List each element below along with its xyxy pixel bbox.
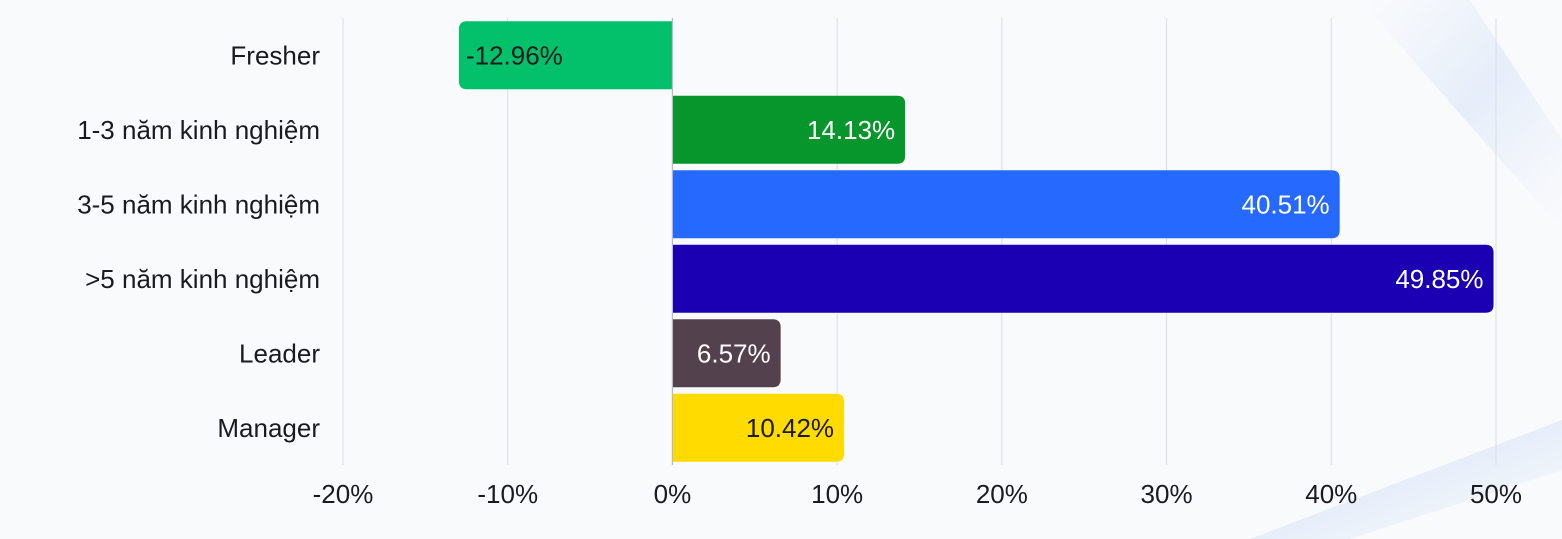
data-label: 6.57% [697, 338, 771, 368]
bar [672, 95, 906, 164]
x-tick-label: -10% [477, 479, 538, 509]
category-label: >5 năm kinh nghiệm [85, 264, 320, 294]
x-tick-label: 0% [654, 479, 692, 509]
x-tick-label: 40% [1305, 479, 1357, 509]
data-label: 14.13% [807, 115, 895, 145]
bar [458, 21, 673, 90]
category-label: Manager [217, 413, 320, 443]
bar [672, 319, 781, 388]
category-label: 1-3 năm kinh nghiệm [77, 115, 320, 145]
x-tick-label: 10% [811, 479, 863, 509]
bar [672, 393, 845, 462]
x-tick-label: 30% [1141, 479, 1193, 509]
data-label: 49.85% [1395, 264, 1483, 294]
bar [672, 244, 1494, 313]
x-tick-label: 20% [976, 479, 1028, 509]
data-label: -12.96% [466, 40, 563, 70]
category-label: Leader [239, 338, 320, 368]
category-label: 3-5 năm kinh nghiệm [77, 189, 320, 219]
data-label: 10.42% [746, 413, 834, 443]
bar [672, 170, 1340, 239]
x-tick-label: 50% [1470, 479, 1522, 509]
data-label: 40.51% [1241, 189, 1329, 219]
category-label: Fresher [230, 40, 320, 70]
x-tick-label: -20% [313, 479, 374, 509]
